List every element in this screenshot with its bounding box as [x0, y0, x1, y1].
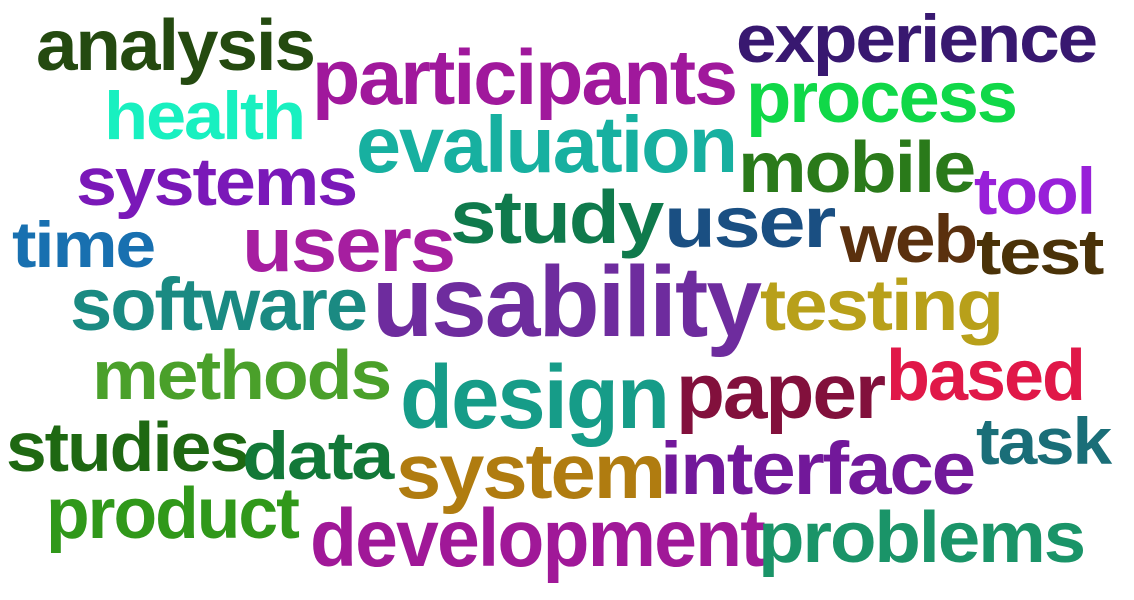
cloud-word-software: software: [70, 263, 368, 346]
cloud-word-test: test: [976, 216, 1104, 288]
cloud-word-analysis: analysis: [36, 6, 316, 86]
cloud-word-experience: experience: [736, 1, 1098, 77]
cloud-word-evaluation: evaluation: [356, 100, 738, 189]
cloud-word-participants: participants: [312, 33, 738, 121]
cloud-word-systems: systems: [76, 144, 358, 220]
cloud-word-interface: interface: [660, 427, 976, 510]
cloud-word-web: web: [840, 201, 978, 277]
cloud-word-system: system: [396, 427, 666, 515]
cloud-word-process: process: [746, 58, 1018, 138]
cloud-word-product: product: [46, 474, 300, 554]
cloud-word-development: development: [310, 493, 766, 584]
cloud-word-users: users: [242, 200, 456, 288]
cloud-word-usability: usability: [372, 246, 762, 358]
cloud-word-studies: studies: [6, 408, 250, 486]
cloud-word-based: based: [886, 336, 1086, 416]
cloud-word-time: time: [12, 208, 156, 281]
cloud-word-mobile: mobile: [738, 128, 976, 208]
cloud-word-study: study: [450, 175, 664, 259]
cloud-word-problems: problems: [758, 498, 1086, 578]
cloud-word-methods: methods: [92, 336, 392, 414]
cloud-word-task: task: [976, 404, 1112, 478]
cloud-word-health: health: [104, 78, 306, 154]
cloud-word-tool: tool: [974, 154, 1096, 228]
cloud-word-design: design: [400, 348, 670, 448]
cloud-word-paper: paper: [676, 347, 886, 435]
cloud-word-data: data: [242, 418, 394, 494]
cloud-word-testing: testing: [760, 266, 1004, 346]
cloud-word-user: user: [664, 183, 836, 263]
